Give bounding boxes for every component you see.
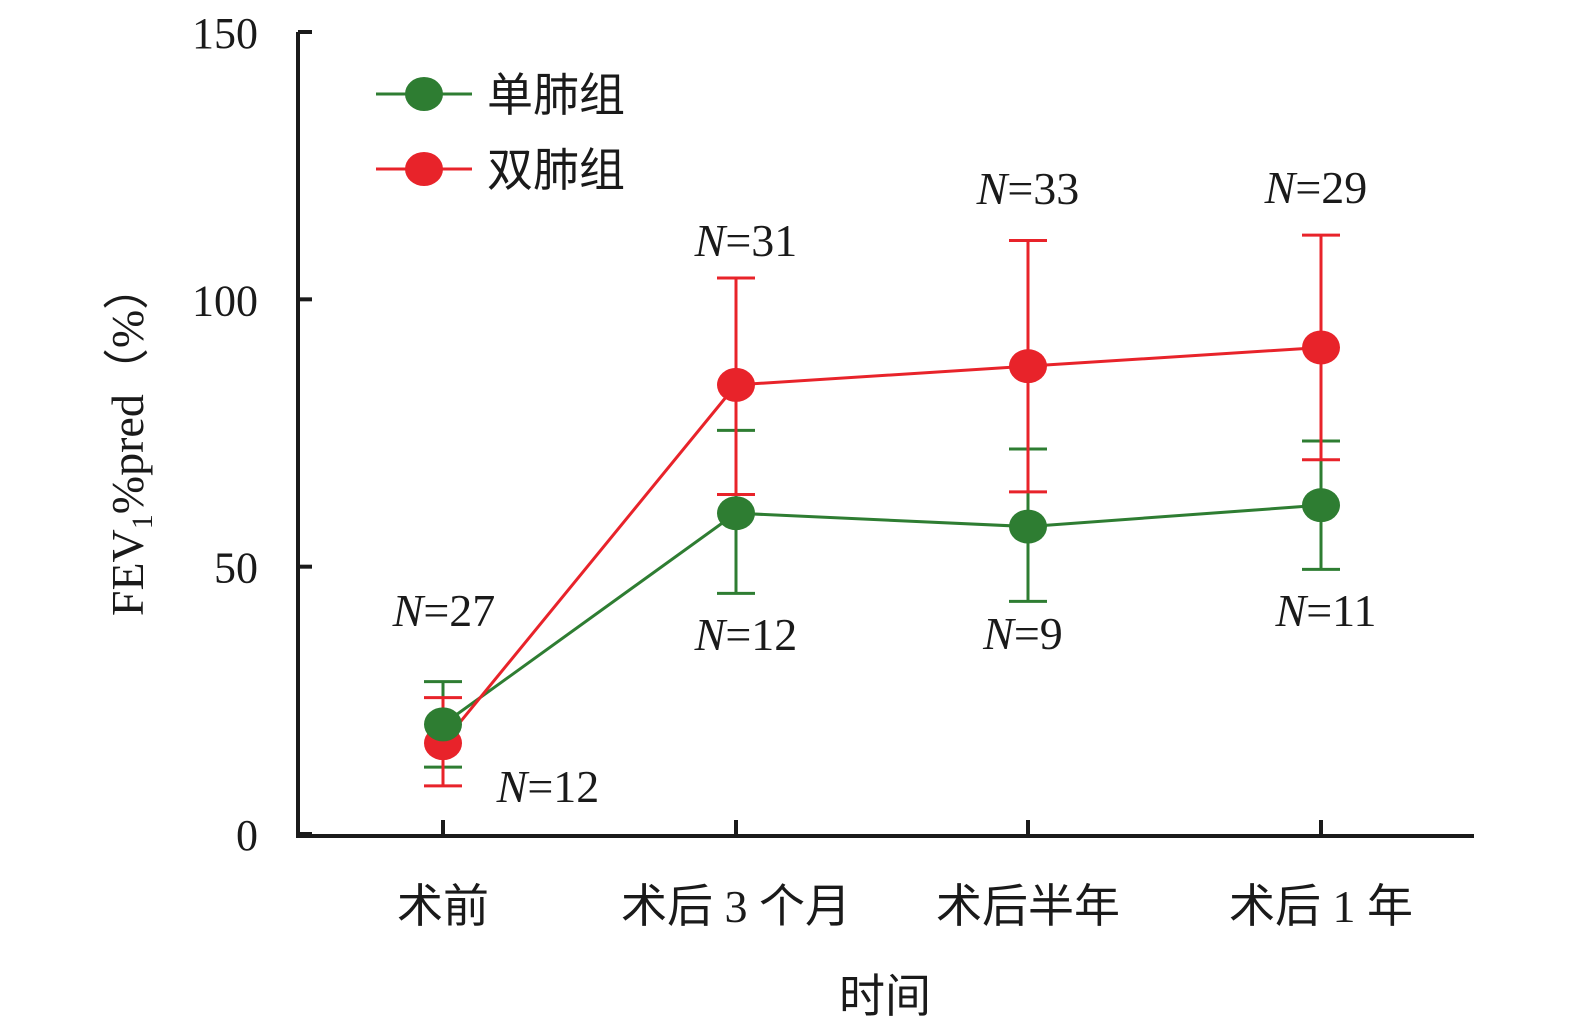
- data-point: [1302, 330, 1340, 365]
- legend: 单肺组 双肺组: [376, 70, 625, 196]
- markers-single: [424, 488, 1340, 742]
- y-tick-label: 100: [192, 276, 258, 325]
- y-axis-title-prefix: FEV: [102, 529, 153, 616]
- data-point: [424, 707, 462, 742]
- n-label: N=11: [1275, 585, 1377, 636]
- x-axis-title: 时间: [839, 971, 931, 1022]
- y-ticks: 0 50 100 150: [192, 9, 312, 860]
- y-tick-label: 150: [192, 9, 258, 58]
- series-line-single: [442, 503, 1322, 726]
- data-point: [717, 496, 755, 531]
- n-label: N=12: [694, 609, 798, 660]
- n-label: N=33: [976, 163, 1080, 214]
- x-tick-label: 术前: [397, 881, 489, 932]
- y-tick-label: 50: [214, 544, 258, 593]
- legend-label-single: 单肺组: [487, 70, 625, 121]
- n-label: N=27: [392, 585, 496, 636]
- legend-marker-double: [405, 152, 443, 186]
- data-point: [1009, 349, 1047, 384]
- n-label: N=31: [694, 215, 798, 266]
- legend-marker-single: [405, 77, 443, 111]
- n-label: N=12: [496, 761, 600, 812]
- y-axis-title-suffix: %pred（%）: [102, 264, 153, 514]
- data-point: [717, 367, 755, 402]
- error-bars-double: [424, 233, 1340, 788]
- x-ticks: 术前 术后 3 个月 术后半年 术后 1 年: [397, 820, 1413, 932]
- y-axis-title-subscript: 1: [126, 514, 159, 529]
- n-label: N=9: [982, 608, 1063, 659]
- y-tick-label: 0: [236, 811, 258, 860]
- data-point: [1302, 488, 1340, 523]
- legend-label-double: 双肺组: [487, 145, 625, 196]
- y-axis-title: FEV1%pred（%）: [102, 264, 159, 616]
- series-layer: N=12 N=12 N=9 N=11 N=27 N=31 N=33 N=29: [392, 162, 1377, 812]
- data-point: [1009, 509, 1047, 544]
- x-tick-label: 术后 3 个月: [621, 881, 851, 932]
- x-tick-label: 术后 1 年: [1229, 881, 1413, 932]
- series-line-double: [441, 345, 1322, 745]
- n-label: N=29: [1264, 162, 1368, 213]
- x-tick-label: 术后半年: [936, 881, 1120, 932]
- markers-double: [424, 330, 1340, 761]
